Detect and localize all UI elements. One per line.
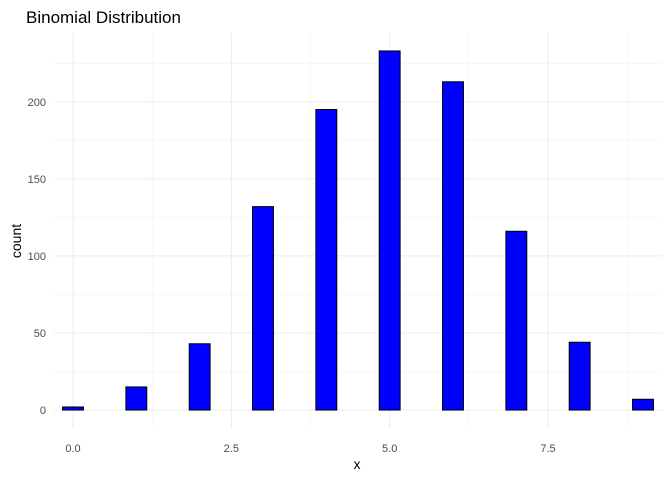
bar — [315, 109, 338, 411]
y-tick-label: 100 — [28, 251, 46, 263]
x-tick-label: 0.0 — [65, 443, 80, 455]
x-tick-label: 5.0 — [382, 443, 397, 455]
y-tick-labels: 0 50 100 150 200 — [28, 97, 46, 417]
x-tick-label: 7.5 — [540, 443, 555, 455]
chart-title: Binomial Distribution — [26, 8, 181, 27]
bar — [188, 343, 211, 411]
bar — [62, 406, 84, 411]
bars — [62, 50, 654, 411]
bar — [505, 230, 528, 411]
x-axis-label: x — [354, 456, 361, 472]
bar — [378, 50, 401, 411]
bar — [442, 81, 464, 411]
y-tick-label: 200 — [28, 97, 46, 109]
y-tick-label: 150 — [28, 174, 46, 186]
bar — [632, 398, 654, 411]
x-tick-label: 2.5 — [224, 443, 239, 455]
y-tick-label: 0 — [40, 405, 46, 417]
bar — [252, 206, 274, 411]
x-tick-labels: 0.0 2.5 5.0 7.5 — [65, 443, 555, 455]
bar — [568, 341, 591, 411]
bar — [125, 386, 148, 411]
y-tick-label: 50 — [34, 328, 46, 340]
y-axis-label: count — [8, 224, 24, 258]
